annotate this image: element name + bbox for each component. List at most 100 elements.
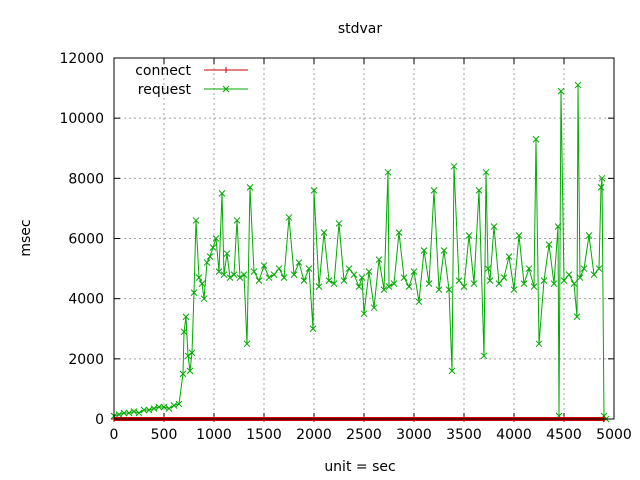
x-tick-label: 4000 — [496, 427, 532, 443]
request-point — [285, 214, 293, 221]
request-point — [486, 277, 494, 284]
request-point — [206, 253, 214, 260]
request-point — [220, 271, 228, 278]
request-point — [135, 409, 143, 417]
request-point — [170, 402, 178, 409]
request-point — [215, 268, 223, 275]
request-point — [243, 340, 251, 348]
request-point — [230, 271, 238, 278]
request-point — [585, 232, 593, 239]
request-point — [576, 274, 584, 281]
request-point — [325, 277, 333, 284]
request-point — [365, 268, 373, 275]
request-point — [330, 280, 338, 287]
request-point — [290, 271, 298, 278]
request-point — [246, 184, 254, 191]
request-point — [580, 265, 588, 272]
request-point — [188, 349, 196, 357]
request-point — [115, 411, 123, 418]
request-point — [186, 367, 194, 375]
request-point — [435, 286, 443, 293]
request-point — [484, 265, 492, 272]
request-point — [340, 277, 348, 284]
request-point — [233, 217, 241, 224]
request-point — [573, 313, 581, 321]
request-point — [590, 271, 598, 278]
request-point — [532, 135, 540, 143]
request-point — [475, 187, 483, 194]
request-point — [375, 256, 383, 263]
request-point — [565, 271, 573, 278]
x-axis-label: unit = sec — [324, 459, 395, 475]
request-point — [400, 274, 408, 281]
request-point — [195, 274, 203, 281]
legend-marker-connect — [223, 67, 229, 73]
y-axis-label: msec — [18, 219, 34, 256]
request-point — [385, 283, 393, 290]
request-point — [405, 283, 413, 290]
request-point — [530, 283, 538, 290]
request-point — [482, 168, 490, 176]
legend-label-request: request — [138, 82, 192, 98]
request-point — [490, 223, 498, 230]
request-point — [440, 247, 448, 254]
request-point — [455, 277, 463, 284]
request-point — [460, 283, 468, 290]
y-tick-label: 12000 — [59, 51, 104, 67]
request-point — [350, 271, 358, 278]
request-point — [203, 259, 211, 266]
legend-marker-request — [222, 85, 230, 93]
request-point — [198, 280, 206, 287]
request-point — [597, 184, 605, 191]
x-tick-label: 0 — [110, 427, 119, 443]
request-point — [295, 259, 303, 266]
y-tick-label: 6000 — [68, 232, 104, 248]
request-point — [165, 405, 173, 412]
request-point — [505, 253, 513, 260]
request-point — [355, 283, 363, 290]
request-point — [275, 265, 283, 272]
series-request — [110, 81, 610, 423]
request-point — [515, 232, 523, 239]
x-tick-label: 2000 — [296, 427, 332, 443]
request-point — [305, 265, 313, 272]
x-tick-label: 5000 — [596, 427, 632, 443]
request-point — [495, 280, 503, 287]
request-point — [550, 280, 558, 287]
request-point — [570, 280, 578, 287]
request-point — [345, 265, 353, 272]
request-point — [192, 217, 200, 224]
request-point — [420, 247, 428, 254]
request-point — [465, 232, 473, 239]
request-point — [209, 244, 217, 251]
request-point — [255, 277, 263, 284]
request-point — [448, 367, 456, 375]
request-point — [200, 295, 208, 303]
x-tick-label: 3000 — [396, 427, 432, 443]
request-point — [510, 286, 518, 293]
request-point — [554, 223, 562, 230]
request-point — [270, 271, 278, 278]
x-tick-label: 3500 — [446, 427, 482, 443]
request-point — [415, 298, 423, 306]
request-point — [525, 265, 533, 272]
request-point — [160, 403, 168, 411]
request-point — [300, 277, 308, 284]
series-layer — [110, 81, 610, 423]
x-tick-label: 2500 — [346, 427, 382, 443]
x-tick-label: 1000 — [196, 427, 232, 443]
request-point — [574, 81, 582, 89]
request-point — [445, 286, 453, 293]
request-point — [155, 403, 163, 411]
request-point — [182, 313, 190, 321]
request-point — [425, 280, 433, 287]
request-point — [145, 406, 153, 414]
request-point — [380, 286, 388, 293]
request-point — [240, 271, 248, 278]
x-tick-label: 500 — [151, 427, 178, 443]
request-point — [179, 370, 187, 378]
axis-ticks: 0 500 1000 1500 2000 2500 3000 3500 4000 4500 5000… — [59, 51, 631, 443]
request-point — [218, 190, 226, 197]
y-tick-label: 0 — [95, 412, 104, 428]
